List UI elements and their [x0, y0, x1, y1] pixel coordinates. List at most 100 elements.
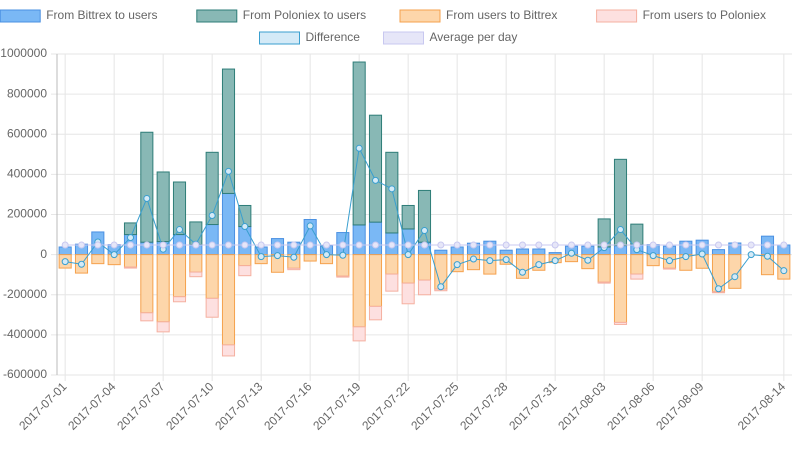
bar — [597, 254, 611, 283]
point — [159, 241, 167, 249]
bar — [238, 226, 252, 256]
point — [388, 241, 396, 249]
bar — [205, 254, 219, 299]
y-tick-label: 600000 — [7, 126, 47, 140]
point — [453, 261, 461, 269]
point — [698, 241, 706, 249]
point — [519, 268, 526, 276]
bar — [777, 254, 791, 280]
bar — [728, 254, 742, 289]
legend-swatch — [196, 9, 238, 23]
bar — [205, 224, 219, 256]
point — [404, 251, 412, 259]
bar — [597, 281, 611, 284]
point — [715, 285, 722, 293]
bar — [352, 224, 366, 256]
bar — [140, 254, 154, 314]
y-tick-label: 800000 — [7, 86, 47, 100]
x-tick-label: 2017-07-19 — [310, 379, 364, 433]
point — [747, 251, 755, 259]
point — [437, 241, 445, 249]
point — [127, 241, 134, 249]
point — [127, 234, 134, 242]
point — [61, 258, 69, 266]
bar — [401, 204, 415, 230]
point — [519, 241, 526, 249]
bar — [352, 326, 366, 342]
point — [551, 241, 559, 249]
point — [208, 241, 216, 249]
point — [584, 256, 592, 264]
x-tick-label: 2017-07-13 — [212, 379, 266, 433]
point — [176, 241, 183, 249]
point — [502, 241, 510, 249]
bar — [156, 321, 170, 333]
point — [143, 241, 151, 249]
point — [372, 176, 379, 184]
bar — [156, 254, 170, 323]
bar — [401, 282, 415, 305]
bar — [238, 254, 252, 267]
point — [421, 227, 428, 235]
point — [257, 241, 265, 249]
bar — [385, 254, 399, 275]
point — [535, 261, 543, 269]
bar — [368, 221, 383, 256]
point — [486, 257, 494, 265]
y-tick-label: -400000 — [3, 327, 47, 341]
bar — [630, 254, 644, 275]
bar — [352, 61, 366, 226]
point — [780, 267, 788, 275]
point — [764, 241, 771, 249]
point — [780, 241, 788, 249]
bar — [368, 254, 383, 307]
point — [633, 241, 641, 249]
point — [290, 253, 298, 261]
legend-label: Average per day — [430, 30, 518, 44]
point — [323, 251, 330, 259]
point — [306, 241, 314, 249]
bar — [287, 267, 301, 271]
bar — [385, 273, 399, 292]
x-tick-label: 2017-07-16 — [261, 379, 315, 433]
y-tick-label: 0 — [40, 247, 47, 261]
point — [355, 241, 363, 249]
bar — [91, 254, 105, 265]
bar — [613, 254, 628, 323]
bar — [123, 266, 138, 269]
point — [421, 241, 428, 249]
point — [192, 241, 200, 249]
point — [617, 226, 624, 234]
legend-label: From users to Bittrex — [446, 8, 557, 22]
legend-label: From Poloniex to users — [243, 8, 366, 22]
bar — [189, 254, 203, 273]
x-tick-label: 2017-07-01 — [16, 379, 70, 433]
point — [682, 241, 690, 249]
point — [666, 241, 673, 249]
x-tick-label: 2017-07-04 — [65, 379, 119, 433]
point — [649, 241, 657, 249]
point — [535, 241, 543, 249]
bar — [123, 254, 138, 268]
x-tick-label: 2017-08-06 — [604, 379, 658, 433]
legend-swatch — [0, 9, 41, 23]
point — [731, 241, 739, 249]
bar — [336, 275, 350, 278]
point — [61, 241, 69, 249]
point — [110, 241, 118, 249]
point — [339, 241, 347, 249]
point — [551, 257, 559, 265]
x-tick-label: 2017-07-31 — [506, 379, 560, 433]
bar — [711, 249, 726, 256]
point — [470, 255, 477, 263]
point — [568, 241, 575, 249]
bar — [368, 114, 383, 223]
legend-swatch — [259, 31, 300, 45]
bar — [434, 249, 448, 256]
point — [323, 241, 330, 249]
y-tick-label: 200000 — [7, 207, 47, 221]
bar — [189, 271, 203, 278]
y-tick-label: -600000 — [3, 367, 47, 381]
x-tick-label: 2017-07-28 — [457, 379, 511, 433]
bar — [630, 273, 644, 280]
